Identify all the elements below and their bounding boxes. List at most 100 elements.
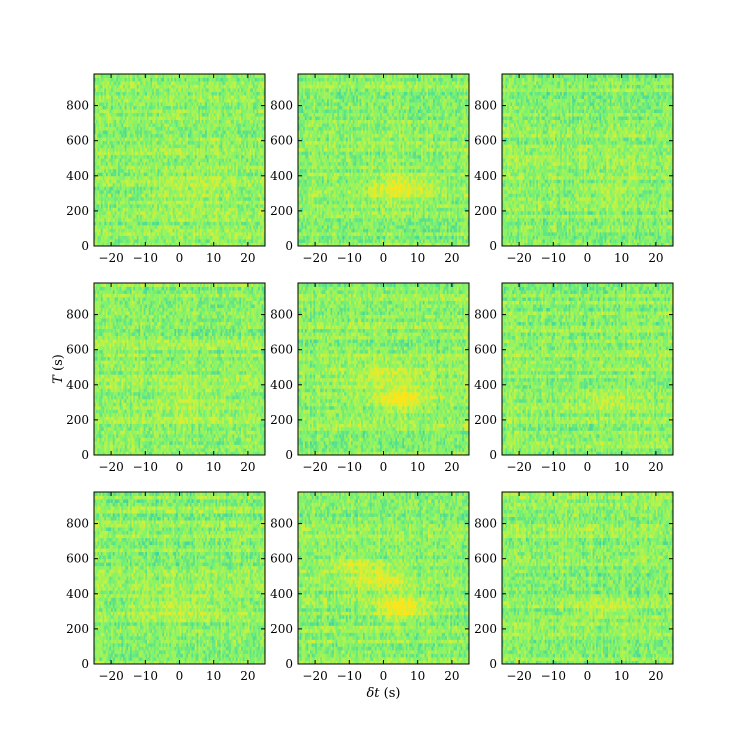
y-tick-label: 800	[474, 308, 497, 322]
y-tick-label: 800	[66, 99, 89, 113]
x-tick-label: 20	[444, 251, 459, 265]
x-tick-label: 10	[410, 669, 425, 683]
x-tick-label: 0	[584, 460, 592, 474]
x-tick-label: −10	[133, 460, 158, 474]
y-tick-label: 600	[474, 134, 497, 148]
panel-5-cells	[298, 283, 469, 455]
y-tick-label: 600	[66, 343, 89, 357]
y-tick-label: 400	[474, 169, 497, 183]
x-tick-label: −10	[337, 669, 362, 683]
y-tick-label: 400	[66, 378, 89, 392]
x-tick-label: −20	[98, 669, 123, 683]
panel-4-cells	[94, 283, 265, 455]
y-tick-label: 800	[270, 517, 293, 531]
y-tick-label: 600	[270, 552, 293, 566]
x-tick-label: 20	[648, 251, 663, 265]
y-tick-label: 400	[270, 587, 293, 601]
x-tick-label: 20	[240, 669, 255, 683]
panel-3-cells	[502, 74, 673, 246]
y-tick-label: 400	[270, 378, 293, 392]
panel-2-cells	[298, 74, 469, 246]
x-tick-label: 0	[176, 669, 184, 683]
x-tick-label: −10	[541, 460, 566, 474]
x-tick-label: −20	[98, 251, 123, 265]
y-tick-label: 200	[474, 204, 497, 218]
x-tick-label: 20	[648, 460, 663, 474]
y-tick-label: 800	[66, 517, 89, 531]
x-tick-label: 0	[584, 669, 592, 683]
y-tick-label: 200	[66, 204, 89, 218]
x-tick-label: 10	[206, 460, 221, 474]
panel-9-cells	[502, 492, 673, 664]
x-tick-label: 10	[614, 460, 629, 474]
x-tick-label: −20	[506, 251, 531, 265]
x-tick-label: 0	[380, 460, 388, 474]
y-tick-label: 400	[66, 587, 89, 601]
y-tick-label: 200	[270, 622, 293, 636]
x-tick-label: 0	[584, 251, 592, 265]
x-tick-label: −10	[133, 251, 158, 265]
y-tick-label: 600	[66, 552, 89, 566]
x-tick-label: −10	[337, 460, 362, 474]
y-tick-label: 600	[474, 552, 497, 566]
y-tick-label: 800	[270, 308, 293, 322]
x-tick-label: 0	[380, 251, 388, 265]
x-tick-label: −10	[541, 251, 566, 265]
y-tick-label: 400	[474, 587, 497, 601]
y-tick-label: 600	[270, 134, 293, 148]
x-tick-label: 0	[176, 460, 184, 474]
x-tick-label: −20	[98, 460, 123, 474]
x-tick-label: −10	[541, 669, 566, 683]
panel-7-cells	[94, 492, 265, 664]
y-tick-label: 0	[81, 657, 89, 671]
x-tick-label: −10	[337, 251, 362, 265]
y-tick-label: 800	[66, 308, 89, 322]
y-tick-label: 200	[270, 204, 293, 218]
x-tick-label: 20	[444, 460, 459, 474]
y-tick-label: 600	[270, 343, 293, 357]
y-tick-label: 200	[474, 622, 497, 636]
y-tick-label: 0	[489, 657, 497, 671]
x-tick-label: −20	[302, 251, 327, 265]
y-tick-label: 800	[474, 99, 497, 113]
y-tick-label: 400	[270, 169, 293, 183]
x-tick-label: −20	[506, 460, 531, 474]
y-tick-label: 400	[474, 378, 497, 392]
y-tick-label: 800	[270, 99, 293, 113]
x-tick-label: −10	[133, 669, 158, 683]
panel-6-cells	[502, 283, 673, 455]
y-tick-label: 0	[81, 448, 89, 462]
x-tick-label: 10	[614, 669, 629, 683]
y-tick-label: 200	[66, 413, 89, 427]
y-axis-label: T (s)	[51, 354, 66, 384]
x-tick-label: 10	[410, 460, 425, 474]
y-tick-label: 0	[285, 448, 293, 462]
panel-8-cells	[298, 492, 469, 664]
x-axis-label: δt (s)	[366, 686, 400, 701]
y-tick-label: 0	[285, 239, 293, 253]
x-tick-label: 10	[206, 669, 221, 683]
x-tick-label: 20	[648, 669, 663, 683]
x-tick-label: −20	[302, 669, 327, 683]
x-tick-label: 10	[206, 251, 221, 265]
y-tick-label: 0	[489, 239, 497, 253]
y-tick-label: 0	[489, 448, 497, 462]
y-tick-label: 0	[285, 657, 293, 671]
y-tick-label: 600	[66, 134, 89, 148]
y-tick-label: 200	[66, 622, 89, 636]
x-tick-label: 20	[240, 251, 255, 265]
y-tick-label: 200	[270, 413, 293, 427]
y-tick-label: 200	[474, 413, 497, 427]
x-tick-label: 0	[380, 669, 388, 683]
x-tick-label: 0	[176, 251, 184, 265]
